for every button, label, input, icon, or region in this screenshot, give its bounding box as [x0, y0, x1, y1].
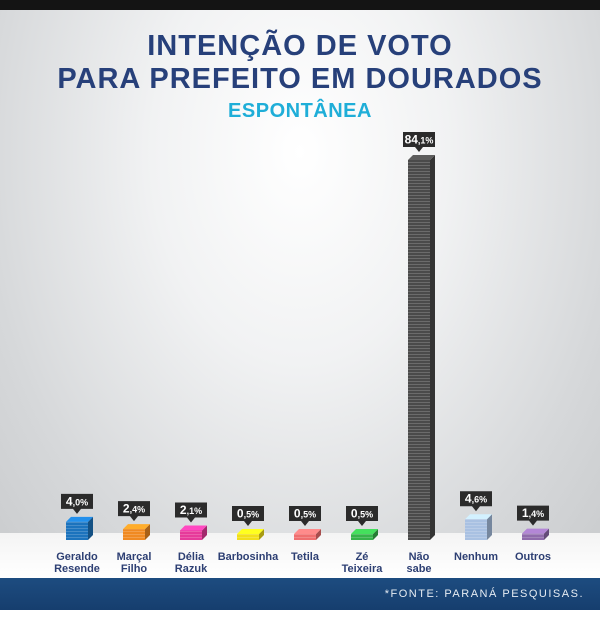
chart-floor: [0, 533, 600, 578]
chart-title-line1: INTENÇÃO DE VOTO: [147, 30, 453, 62]
bottom-border: [0, 610, 600, 620]
bar-top: [123, 524, 150, 530]
value-label-decimal: ,4%: [130, 505, 146, 515]
bar-top: [237, 529, 264, 534]
bar-side: [430, 155, 435, 540]
bar-side: [259, 529, 264, 540]
chart-subtitle: ESPONTÂNEA: [228, 100, 372, 122]
bar-texture: [180, 530, 202, 540]
value-label-decimal: ,5%: [358, 510, 374, 520]
bar-top: [522, 528, 549, 534]
value-label: 1,4%: [522, 506, 544, 520]
category-label: Barbosinha: [218, 551, 279, 563]
source-note: *FONTE: PARANÁ PESQUISAS.: [384, 588, 584, 600]
value-label: 4,0%: [66, 494, 88, 508]
bar-texture: [66, 521, 88, 540]
value-label: 2,1%: [180, 503, 202, 517]
value-label-decimal: ,5%: [301, 510, 317, 520]
bars-layer: 4,0%GeraldoResende2,4%MarçalFilho2,1%Dél…: [54, 132, 551, 575]
value-label-decimal: ,1%: [418, 136, 434, 146]
bar-group-3: 0,5% Barbosinha: [218, 506, 279, 563]
bar-side: [373, 529, 378, 540]
value-label-decimal: ,1%: [187, 506, 203, 516]
bar-side: [145, 524, 150, 540]
bar-side: [316, 529, 321, 540]
value-label: 2,4%: [123, 502, 145, 516]
category-label: Tetila: [291, 551, 320, 563]
bar-texture: [351, 534, 373, 540]
value-label: 4,6%: [465, 492, 487, 506]
value-label-decimal: ,5%: [244, 510, 260, 520]
value-label-integer: 0: [351, 507, 358, 521]
bar-side: [88, 516, 93, 540]
bar-texture: [465, 519, 487, 540]
value-label-integer: 2: [123, 502, 130, 516]
value-label-decimal: ,6%: [472, 495, 488, 505]
bar-group-8: 1,4% Outros: [515, 505, 551, 563]
value-label: 0,5%: [237, 507, 259, 521]
value-badge: [460, 491, 492, 512]
value-badge: [232, 506, 264, 526]
category-label: Délia: [178, 551, 205, 563]
bar-texture: [237, 534, 259, 540]
bar-side: [487, 514, 492, 540]
value-label-integer: 84: [405, 133, 419, 147]
category-label: Geraldo: [56, 551, 98, 563]
value-label-integer: 2: [180, 503, 187, 517]
bar-side: [202, 525, 207, 540]
category-label: Resende: [54, 563, 100, 575]
value-badge: [289, 506, 321, 526]
category-label: Nenhum: [454, 551, 498, 563]
value-badge: [346, 506, 378, 526]
value-badge: [517, 505, 549, 526]
category-label: sabe: [406, 563, 431, 575]
value-label-integer: 0: [237, 507, 244, 521]
value-label-decimal: ,4%: [529, 509, 545, 519]
value-label-integer: 4: [465, 492, 472, 506]
category-label: Zé: [356, 551, 369, 563]
bar-group-7: 4,6% Nenhum: [454, 491, 498, 563]
bar-top: [465, 514, 492, 520]
category-label: Filho: [121, 563, 148, 575]
value-badge: [118, 501, 150, 522]
value-label-integer: 1: [522, 506, 529, 520]
bar-side: [544, 528, 549, 540]
value-label-decimal: ,0%: [73, 497, 89, 507]
value-label-integer: 0: [294, 507, 301, 521]
bar-texture: [123, 529, 145, 540]
value-label: 84,1%: [405, 133, 434, 147]
category-label: Razuk: [175, 563, 208, 575]
value-badge: [403, 132, 435, 152]
bar-top: [66, 516, 93, 522]
top-border: [0, 0, 600, 10]
bar-top: [180, 525, 207, 531]
value-badge: [61, 493, 93, 514]
value-label: 0,5%: [351, 507, 373, 521]
chart-title-line2: PARA PREFEITO EM DOURADOS: [57, 63, 543, 95]
category-label: Teixeira: [342, 563, 384, 575]
bar-texture: [408, 160, 430, 540]
bar-group-4: 0,5% Tetila: [289, 506, 321, 563]
bar-top: [351, 529, 378, 534]
category-label: Outros: [515, 551, 551, 563]
bar-texture: [522, 533, 544, 540]
chart-background: [0, 10, 600, 578]
category-label: Não: [409, 551, 430, 563]
bar-top: [408, 155, 435, 160]
footer-bar: *FONTE: PARANÁ PESQUISAS.: [0, 578, 600, 610]
value-badge: [175, 502, 207, 523]
bar-top: [294, 529, 321, 534]
value-label: 0,5%: [294, 507, 316, 521]
bar-texture: [294, 534, 316, 540]
category-label: Marçal: [117, 551, 152, 563]
value-label-integer: 4: [66, 494, 73, 508]
